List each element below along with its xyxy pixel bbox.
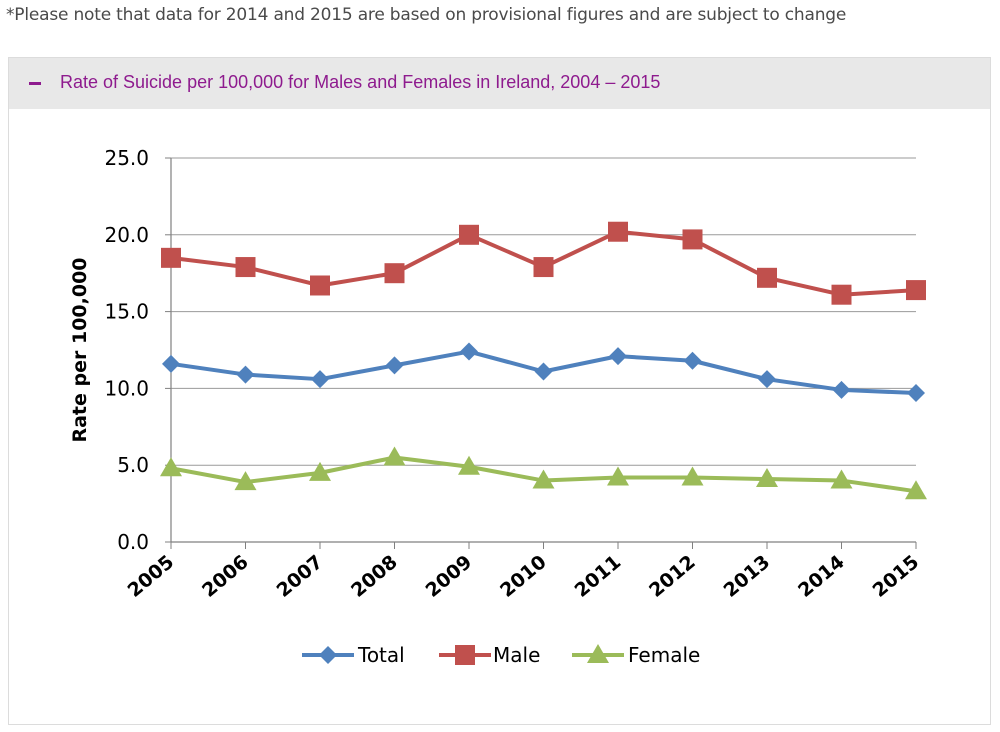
x-tick-label: 2012 xyxy=(645,551,700,602)
female-data-point xyxy=(234,471,257,491)
total-data-point xyxy=(236,365,255,384)
male-data-point xyxy=(384,263,405,284)
legend-total-label: Total xyxy=(357,643,405,667)
x-tick-label: 2011 xyxy=(571,551,626,602)
y-axis-label: Rate per 100,000 xyxy=(69,257,91,442)
y-tick-label: 10.0 xyxy=(104,376,149,400)
male-data-point xyxy=(608,221,628,242)
total-data-point xyxy=(609,347,627,366)
panel-title: Rate of Suicide per 100,000 for Males an… xyxy=(60,72,661,92)
x-tick-label: 2014 xyxy=(794,551,849,602)
male-data-point xyxy=(235,257,256,278)
x-tick-label: 2005 xyxy=(124,551,179,602)
female-data-point xyxy=(905,480,927,500)
minus-icon[interactable] xyxy=(29,82,41,85)
panel-header[interactable]: Rate of Suicide per 100,000 for Males an… xyxy=(9,58,990,109)
y-tick-label: 25.0 xyxy=(104,146,149,170)
y-tick-label: 5.0 xyxy=(117,453,149,477)
total-data-point xyxy=(460,342,478,361)
total-data-point xyxy=(534,362,553,381)
x-tick-label: 2015 xyxy=(869,551,924,602)
male-data-point xyxy=(831,284,852,305)
female-data-point xyxy=(607,466,629,486)
y-tick-label: 20.0 xyxy=(104,223,149,247)
chart-panel: Rate of Suicide per 100,000 for Males an… xyxy=(8,57,991,725)
male-data-point xyxy=(757,267,777,288)
y-tick-label: 0.0 xyxy=(117,530,149,554)
x-tick-label: 2006 xyxy=(198,551,253,602)
total-data-point xyxy=(832,380,851,399)
total-data-point xyxy=(683,351,702,370)
legend-female-marker xyxy=(587,644,609,663)
y-tick-label: 15.0 xyxy=(104,300,149,324)
male-data-point xyxy=(682,229,703,250)
total-data-point xyxy=(758,370,776,389)
female-data-point xyxy=(830,469,853,489)
male-data-point xyxy=(310,275,330,296)
male-data-point xyxy=(906,280,926,301)
female-data-point xyxy=(160,457,182,477)
x-tick-label: 2007 xyxy=(273,551,328,602)
female-data-point xyxy=(532,469,555,489)
legend-total-marker xyxy=(319,646,337,664)
x-tick-label: 2008 xyxy=(347,551,402,602)
female-data-point xyxy=(756,468,778,488)
total-data-point xyxy=(907,384,925,403)
female-data-point xyxy=(681,466,704,486)
male-data-point xyxy=(161,247,181,268)
provisional-note: *Please note that data for 2014 and 2015… xyxy=(6,5,847,25)
total-data-point xyxy=(311,370,329,389)
total-data-point xyxy=(162,354,180,373)
x-tick-label: 2009 xyxy=(422,551,477,602)
female-data-point xyxy=(309,461,331,481)
total-data-point xyxy=(385,356,404,375)
female-data-point xyxy=(458,455,480,475)
legend-female-label: Female xyxy=(628,643,700,667)
legend-male-marker xyxy=(455,645,475,665)
x-tick-label: 2010 xyxy=(496,551,551,602)
legend-male-label: Male xyxy=(493,643,540,667)
female-data-point xyxy=(383,446,406,466)
male-data-point xyxy=(459,224,479,245)
male-data-point xyxy=(533,257,554,278)
x-tick-label: 2013 xyxy=(720,551,775,602)
